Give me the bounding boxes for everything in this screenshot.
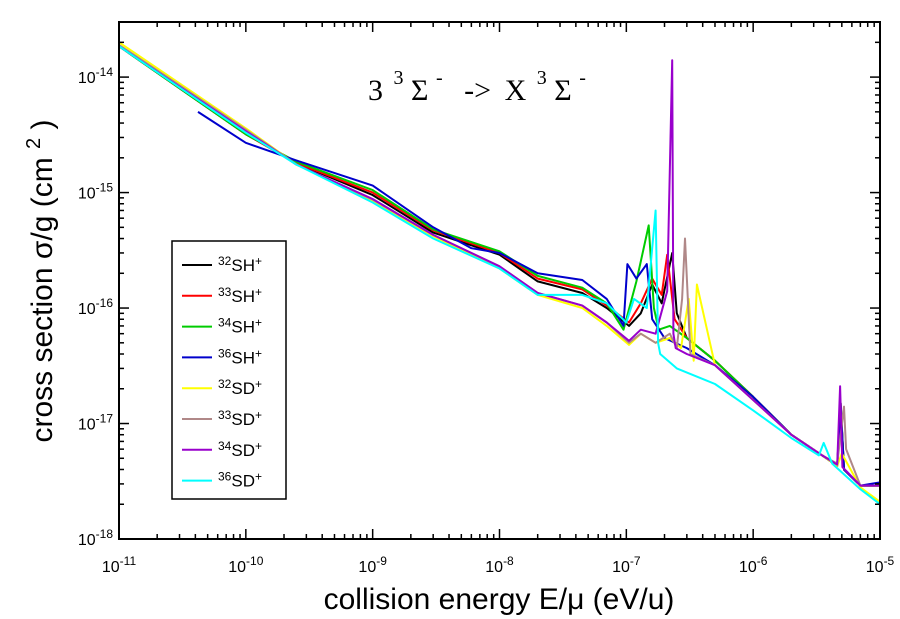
legend-label-isotope: 34 [218,316,232,330]
legend-label-charge: + [255,439,262,453]
x-tick-label-base: 10 [102,559,120,576]
legend-label-molecule: SD [231,441,255,460]
legend-label: 33SH+ [218,285,262,306]
legend-label-molecule: SD [231,472,255,491]
legend-label-charge: + [255,316,262,330]
legend-label-charge: + [255,285,262,299]
x-tick-label: 10-9 [358,554,387,576]
legend-label-molecule: SH [231,318,255,337]
annotation-state2-sign: - [579,67,586,89]
y-tick-label-base: 10 [78,70,96,87]
legend-label-molecule: SD [231,410,255,429]
x-tick-label-exp: -10 [246,554,264,568]
legend-label-molecule: SH [231,287,255,306]
legend-label-isotope: 36 [218,470,232,484]
legend-label: 32SD+ [218,377,262,398]
y-tick-label: 10-14 [78,65,113,87]
legend-label: 34SH+ [218,316,262,337]
legend-label-molecule: SH [231,256,255,275]
legend-label: 32SH+ [218,254,262,275]
y-tick-label: 10-15 [78,181,113,203]
legend-label-isotope: 33 [218,408,232,422]
x-tick-label: 10-7 [612,554,641,576]
legend-label-molecule: SH [231,348,255,367]
legend-label-charge: + [255,254,262,268]
x-tick-label-base: 10 [228,559,246,576]
legend-label-charge: + [255,408,262,422]
y-tick-label-exp: -14 [96,65,114,79]
x-tick-label-base: 10 [358,559,376,576]
y-tick-label-base: 10 [78,417,96,434]
x-tick-label-base: 10 [485,559,503,576]
x-tick-label: 10-11 [102,554,137,576]
x-tick-label-base: 10 [866,559,884,576]
legend: 32SH+33SH+34SH+36SH+32SD+33SD+34SD+36SD+ [171,240,287,500]
y-tick-label-exp: -15 [96,181,114,195]
legend-label-isotope: 36 [218,346,232,360]
x-tick-label-base: 10 [612,559,630,576]
legend-label-molecule: SD [231,379,255,398]
annotation-state1: Σ [411,74,428,107]
legend-label: 36SD+ [218,470,262,491]
y-tick-label-base: 10 [78,186,96,203]
legend-label-charge: + [255,346,262,360]
y-axis-title-close: ) [26,119,59,129]
y-tick-label: 10-16 [78,296,113,318]
y-axis-title-main: cross section σ/g (cm [26,157,59,442]
legend-label-isotope: 32 [218,254,232,268]
y-tick-label: 10-18 [78,527,113,549]
y-axis-title-sup: 2 [23,138,45,149]
x-tick-label-exp: -9 [376,554,387,568]
tick-label-layer: 10-11 10-10 10-9 10-8 10-7 10-6 10-510-1810-17… [78,65,895,576]
x-tick-label-exp: -5 [884,554,895,568]
annotation-prefix: 3 [368,74,383,107]
x-tick-label-exp: -7 [630,554,641,568]
legend-label-charge: + [255,377,262,391]
tick-layer [118,21,881,540]
annotation-state2-prefix: X [505,74,527,107]
legend-label: 34SD+ [218,439,262,460]
legend-label-charge: + [255,470,262,484]
series-layer [118,41,881,505]
annotation-state1-sign: - [436,67,443,89]
legend-label: 33SD+ [218,408,262,429]
transition-annotation: 3 3 Σ - -> X 3 Σ - [368,58,586,107]
series-line-34sd [118,45,880,487]
y-tick-label-exp: -18 [96,527,114,541]
y-tick-label-base: 10 [78,532,96,549]
x-tick-label-exp: -8 [503,554,514,568]
x-axis-title: collision energy E/μ (eV/u) [324,583,675,616]
legend-label-isotope: 34 [218,439,232,453]
y-tick-label-exp: -16 [96,296,114,310]
legend-label-isotope: 32 [218,377,232,391]
annotation-state1-sup: 3 [394,67,404,89]
x-tick-label: 10-6 [739,554,768,576]
x-tick-label-exp: -6 [757,554,768,568]
y-tick-label: 10-17 [78,412,113,434]
series-line-36sd [118,45,881,505]
y-axis-title: cross section σ/g (cm 2 ) [14,119,59,442]
legend-entries: 32SH+33SH+34SH+36SH+32SD+33SD+34SD+36SD+ [182,254,262,491]
legend-label: 36SH+ [218,346,262,367]
x-tick-label: 10-5 [866,554,895,576]
legend-box [171,240,287,500]
x-tick-label: 10-10 [228,554,263,576]
x-tick-label-exp: -11 [120,554,137,568]
annotation-state2-sup: 3 [537,67,547,89]
annotation-arrow: -> [464,74,491,107]
y-tick-label-exp: -17 [96,412,114,426]
x-tick-label: 10-8 [485,554,514,576]
y-tick-label-base: 10 [78,301,96,318]
x-tick-label-base: 10 [739,559,757,576]
annotation-state2: Σ [554,74,571,107]
legend-label-isotope: 33 [218,285,232,299]
